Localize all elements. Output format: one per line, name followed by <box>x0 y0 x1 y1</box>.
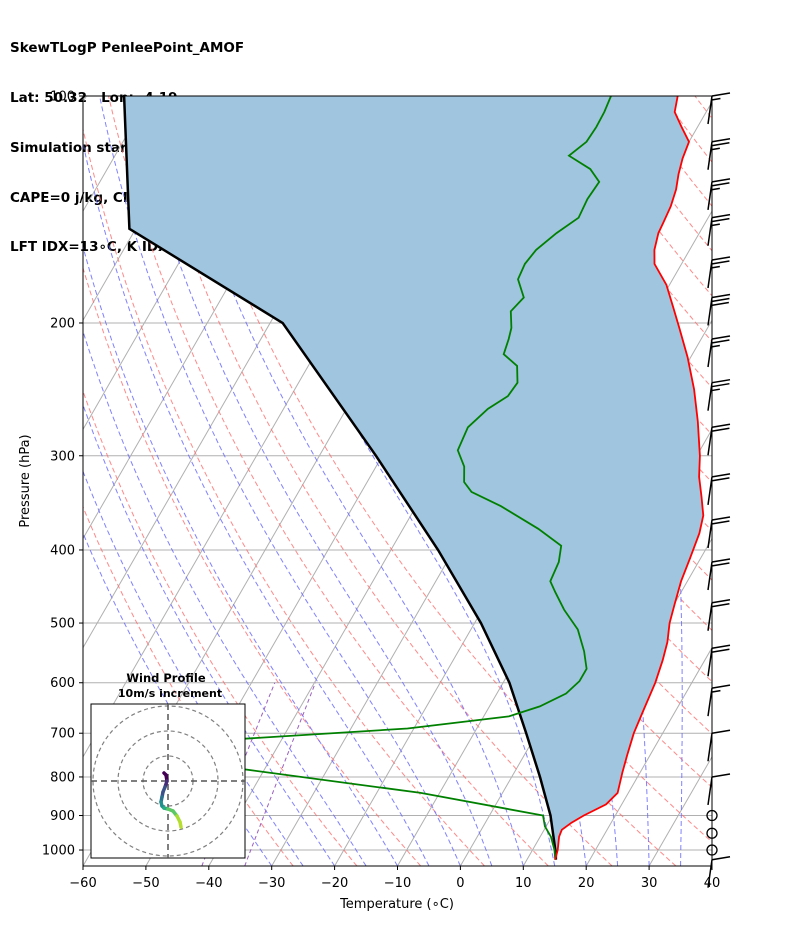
isotherm-line <box>711 864 712 866</box>
wind-barb <box>707 335 731 368</box>
y-tick-label: 800 <box>50 770 75 785</box>
wind-barb <box>707 138 731 170</box>
moist-adiabat-line <box>83 470 304 866</box>
x-tick-label: −60 <box>69 876 96 891</box>
wind-barb <box>707 729 731 762</box>
dewpoint-line <box>170 96 612 860</box>
y-tick-label: 500 <box>50 617 75 632</box>
x-axis-label: Temperature (∘C) <box>339 897 454 912</box>
wind-barbs <box>706 92 731 888</box>
isotherm-line <box>585 646 712 866</box>
moist-adiabat-line <box>99 96 461 866</box>
wind-barb <box>707 599 731 631</box>
wind-profile-inset <box>90 703 246 859</box>
x-tick-label: −20 <box>321 876 348 891</box>
inset-subtitle: 10m/s increment <box>118 687 222 700</box>
hodograph-segment <box>178 820 183 829</box>
x-tick-label: −30 <box>258 876 285 891</box>
wind-barb <box>707 256 731 289</box>
isotherm-line <box>775 96 794 866</box>
calm-wind-marker <box>706 844 718 856</box>
wind-barb <box>707 773 731 806</box>
dry-adiabat-line <box>108 96 549 866</box>
y-tick-label: 200 <box>50 316 75 331</box>
x-tick-label: 40 <box>704 876 721 891</box>
calm-wind-marker <box>706 809 718 822</box>
x-tick-label: 30 <box>641 876 658 891</box>
profile-lines <box>122 96 705 860</box>
x-tick-label: 10 <box>515 876 532 891</box>
dry-adiabat-line <box>83 266 422 866</box>
dry-adiabat-line <box>83 505 294 866</box>
inset-title: Wind Profile <box>126 671 206 685</box>
y-tick-label: 300 <box>50 449 75 464</box>
wind-barb <box>707 684 731 717</box>
wind-barb <box>707 423 731 456</box>
inset-ring <box>117 730 219 832</box>
calm-wind-marker <box>706 827 718 839</box>
chart-title: SkewTLogP PenleePoint_AMOF <box>10 40 245 57</box>
x-tick-label: −10 <box>384 876 411 891</box>
y-tick-label: 1000 <box>42 844 75 859</box>
wind-barb <box>707 378 731 411</box>
wind-barb <box>707 178 731 211</box>
moist-adiabat-line <box>129 96 493 866</box>
dry-adiabat-line <box>83 389 358 866</box>
dry-adiabat-line <box>728 96 794 866</box>
x-tick-label: 20 <box>578 876 595 891</box>
moist-adiabat-line <box>83 329 367 866</box>
x-tick-label: −40 <box>195 876 222 891</box>
wind-barb <box>707 516 731 549</box>
parcel-profile-line <box>122 96 558 860</box>
x-tick-label: −50 <box>132 876 159 891</box>
axes: −60 −50 −40 −30 −20 −10 0 10 20 30 40 1000 900 800 700… <box>42 90 720 892</box>
isotherm-line <box>83 96 87 103</box>
wind-barb <box>707 558 731 591</box>
temperature-line <box>554 96 705 860</box>
y-tick-label: 100 <box>50 90 75 105</box>
wind-barb <box>707 473 731 506</box>
y-axis-label: Pressure (hPa) <box>18 434 33 527</box>
wind-barb <box>707 92 731 125</box>
x-tick-label: 0 <box>456 876 464 891</box>
wind-barb <box>707 293 731 326</box>
wind-barb <box>707 855 731 888</box>
wind-barb <box>707 213 731 246</box>
moist-adiabat-line <box>83 141 430 866</box>
y-tick-label: 400 <box>50 543 75 558</box>
dry-adiabat-line <box>83 127 485 866</box>
y-tick-label: 600 <box>50 676 75 691</box>
moist-adiabat-line <box>83 245 398 866</box>
dry-adiabat-line <box>173 96 677 866</box>
wind-barb <box>707 644 731 677</box>
mixing-ratio-line <box>244 682 316 866</box>
y-tick-label: 700 <box>50 727 75 742</box>
cin-cape-shading <box>124 96 704 860</box>
y-tick-label: 900 <box>50 809 75 824</box>
moist-adiabat-line <box>83 403 336 866</box>
